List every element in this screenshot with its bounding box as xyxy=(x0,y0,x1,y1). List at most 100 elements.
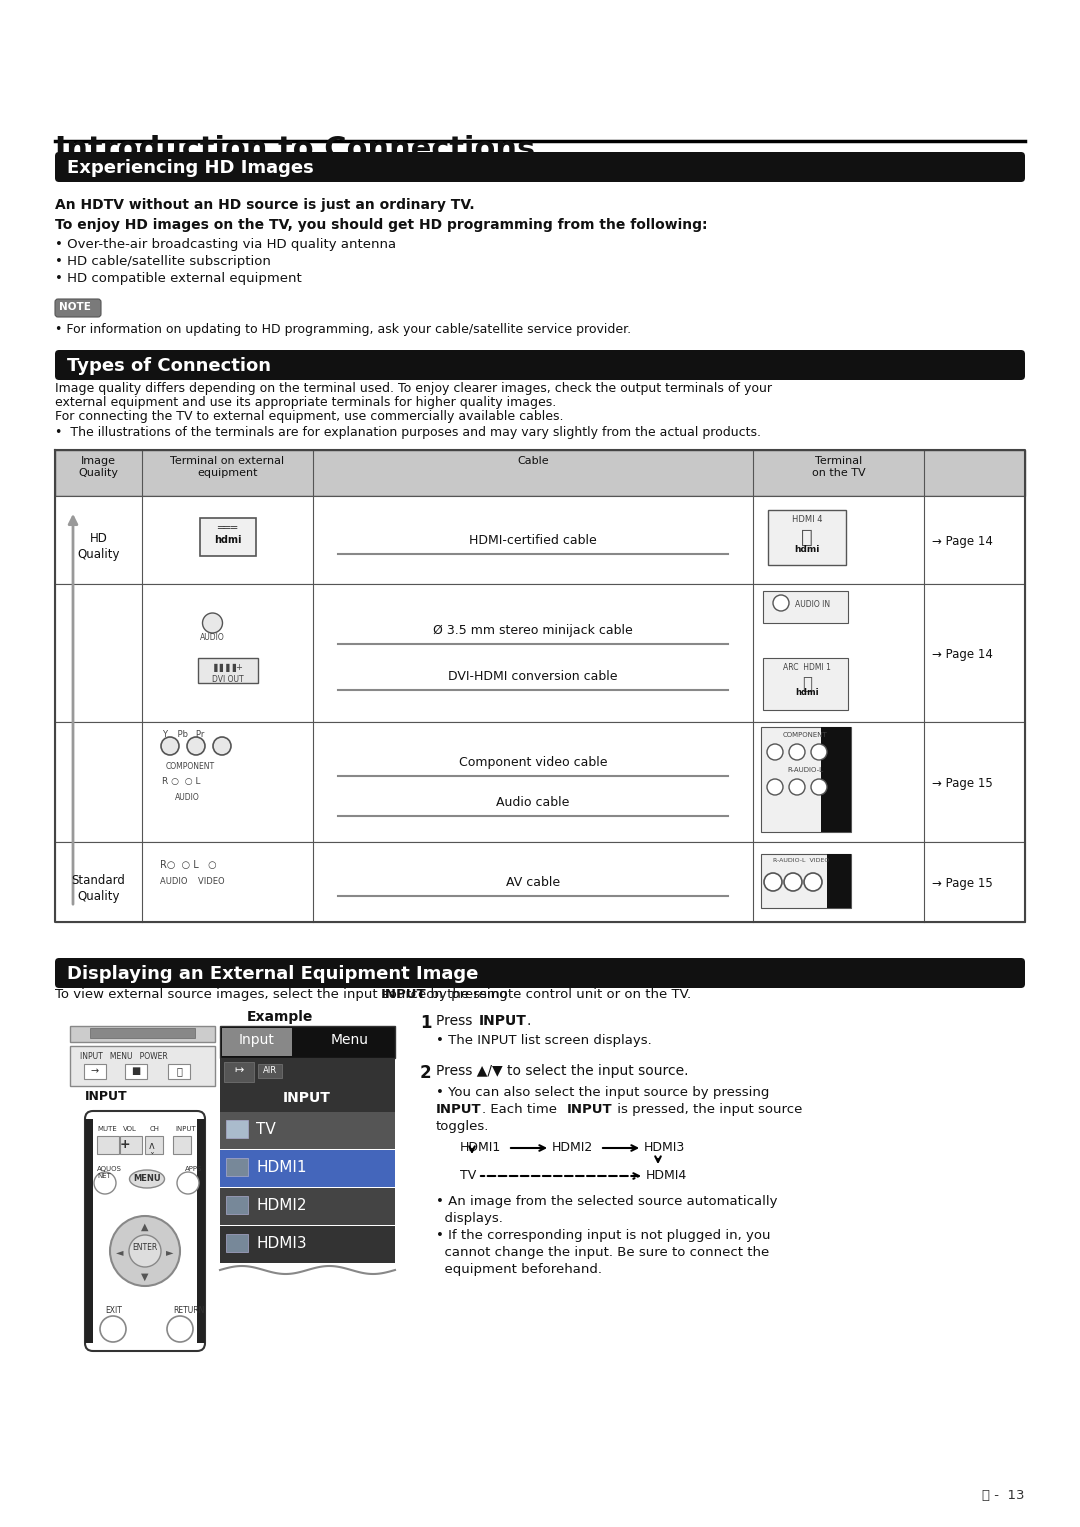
Text: HDMI3: HDMI3 xyxy=(256,1235,307,1251)
Text: R○  ○ L   ○: R○ ○ L ○ xyxy=(160,860,217,870)
Text: • An image from the selected source automatically: • An image from the selected source auto… xyxy=(436,1196,778,1208)
Text: Types of Connection: Types of Connection xyxy=(67,357,271,376)
Bar xyxy=(761,854,851,909)
Circle shape xyxy=(94,1173,116,1194)
Bar xyxy=(55,722,1025,841)
Text: Introduction to Connections: Introduction to Connections xyxy=(55,134,536,163)
Text: on the remote control unit or on the TV.: on the remote control unit or on the TV. xyxy=(422,988,691,1002)
Text: APPS: APPS xyxy=(185,1167,202,1173)
Bar xyxy=(70,1026,215,1041)
Bar xyxy=(120,1136,141,1154)
Text: NOTE: NOTE xyxy=(59,302,91,312)
Circle shape xyxy=(764,873,782,890)
Circle shape xyxy=(213,738,231,754)
Text: INPUT: INPUT xyxy=(381,988,427,1002)
Text: hdmi: hdmi xyxy=(214,534,241,545)
Bar xyxy=(821,727,851,832)
Bar xyxy=(226,1119,248,1138)
Bar xyxy=(198,658,257,683)
Bar xyxy=(220,1150,395,1186)
Text: • The INPUT list screen displays.: • The INPUT list screen displays. xyxy=(436,1034,651,1048)
Bar xyxy=(768,510,846,565)
Circle shape xyxy=(177,1173,199,1194)
Bar xyxy=(220,1058,395,1086)
Circle shape xyxy=(167,1316,193,1342)
Text: HDMI-certified cable: HDMI-certified cable xyxy=(469,534,597,547)
Bar xyxy=(97,1136,119,1154)
Text: HDMI 4: HDMI 4 xyxy=(792,515,822,524)
Text: TV: TV xyxy=(460,1170,476,1182)
Circle shape xyxy=(767,779,783,796)
Text: ⎯: ⎯ xyxy=(802,675,812,693)
Text: AUDIO IN: AUDIO IN xyxy=(795,600,831,609)
Circle shape xyxy=(811,779,827,796)
Text: •  The illustrations of the terminals are for explanation purposes and may vary : • The illustrations of the terminals are… xyxy=(55,426,761,438)
Bar xyxy=(55,450,1025,496)
Circle shape xyxy=(187,738,205,754)
Text: Press: Press xyxy=(436,1014,476,1028)
Text: → Page 14: → Page 14 xyxy=(932,534,993,548)
Text: → Page 15: → Page 15 xyxy=(932,777,993,789)
Bar xyxy=(226,1234,248,1252)
Bar xyxy=(55,583,1025,722)
Text: MUTE: MUTE xyxy=(97,1125,117,1132)
Bar xyxy=(222,1028,292,1057)
Bar xyxy=(762,591,848,623)
Text: Image
Quality: Image Quality xyxy=(79,457,119,478)
Bar xyxy=(84,1064,106,1080)
FancyBboxPatch shape xyxy=(85,1112,205,1351)
Text: To view external source images, select the input source by pressing: To view external source images, select t… xyxy=(55,988,512,1002)
Text: Component video cable: Component video cable xyxy=(459,756,607,770)
Text: ▐▐▐▐+: ▐▐▐▐+ xyxy=(211,663,244,672)
Text: ⏻: ⏻ xyxy=(176,1066,181,1077)
Text: ↦: ↦ xyxy=(234,1064,244,1075)
Text: INPUT: INPUT xyxy=(436,1102,482,1116)
Text: TV: TV xyxy=(256,1122,275,1138)
Circle shape xyxy=(110,1215,180,1286)
Text: An HDTV without an HD source is just an ordinary TV.: An HDTV without an HD source is just an … xyxy=(55,199,474,212)
Circle shape xyxy=(129,1235,161,1267)
Circle shape xyxy=(804,873,822,890)
Bar xyxy=(226,1157,248,1176)
Text: COMPONENT: COMPONENT xyxy=(165,762,215,771)
Text: AUDIO    VIDEO: AUDIO VIDEO xyxy=(160,876,225,886)
Text: .: . xyxy=(526,1014,530,1028)
Text: +: + xyxy=(120,1138,131,1151)
Text: Input: Input xyxy=(239,1032,275,1048)
Text: DVI-HDMI conversion cable: DVI-HDMI conversion cable xyxy=(448,670,618,683)
Text: CH: CH xyxy=(150,1125,160,1132)
Bar xyxy=(827,854,851,909)
Text: ▼: ▼ xyxy=(141,1272,149,1283)
Bar xyxy=(197,1119,205,1344)
Text: Audio cable: Audio cable xyxy=(497,796,569,809)
Text: AV cable: AV cable xyxy=(505,876,561,889)
Circle shape xyxy=(773,596,789,611)
Text: ═══: ═══ xyxy=(217,522,238,531)
Text: →: → xyxy=(91,1066,99,1077)
Text: Ø 3.5 mm stereo minijack cable: Ø 3.5 mm stereo minijack cable xyxy=(433,625,633,637)
Circle shape xyxy=(811,744,827,760)
Bar xyxy=(258,1064,282,1078)
Text: • HD compatible external equipment: • HD compatible external equipment xyxy=(55,272,301,286)
Text: • For information on updating to HD programming, ask your cable/satellite servic: • For information on updating to HD prog… xyxy=(55,324,631,336)
Bar xyxy=(224,1061,254,1083)
FancyBboxPatch shape xyxy=(55,299,102,318)
Text: . Each time: . Each time xyxy=(482,1102,562,1116)
Bar xyxy=(220,1188,395,1225)
FancyBboxPatch shape xyxy=(55,350,1025,380)
Bar xyxy=(90,1028,195,1038)
Text: Image quality differs depending on the terminal used. To enjoy clearer images, c: Image quality differs depending on the t… xyxy=(55,382,772,395)
Text: HDMI3: HDMI3 xyxy=(644,1141,685,1154)
Text: • HD cable/satellite subscription: • HD cable/satellite subscription xyxy=(55,255,271,269)
Bar xyxy=(55,496,1025,583)
Circle shape xyxy=(789,779,805,796)
Text: INPUT: INPUT xyxy=(480,1014,527,1028)
Text: hdmi: hdmi xyxy=(794,545,820,554)
Bar xyxy=(70,1046,215,1086)
Text: For connecting the TV to external equipment, use commercially available cables.: For connecting the TV to external equipm… xyxy=(55,411,564,423)
Text: → Page 14: → Page 14 xyxy=(932,647,993,661)
Text: displays.: displays. xyxy=(436,1212,503,1225)
Bar xyxy=(55,841,1025,922)
Text: DVI OUT: DVI OUT xyxy=(212,675,243,684)
Text: Standard
Quality: Standard Quality xyxy=(71,873,125,902)
